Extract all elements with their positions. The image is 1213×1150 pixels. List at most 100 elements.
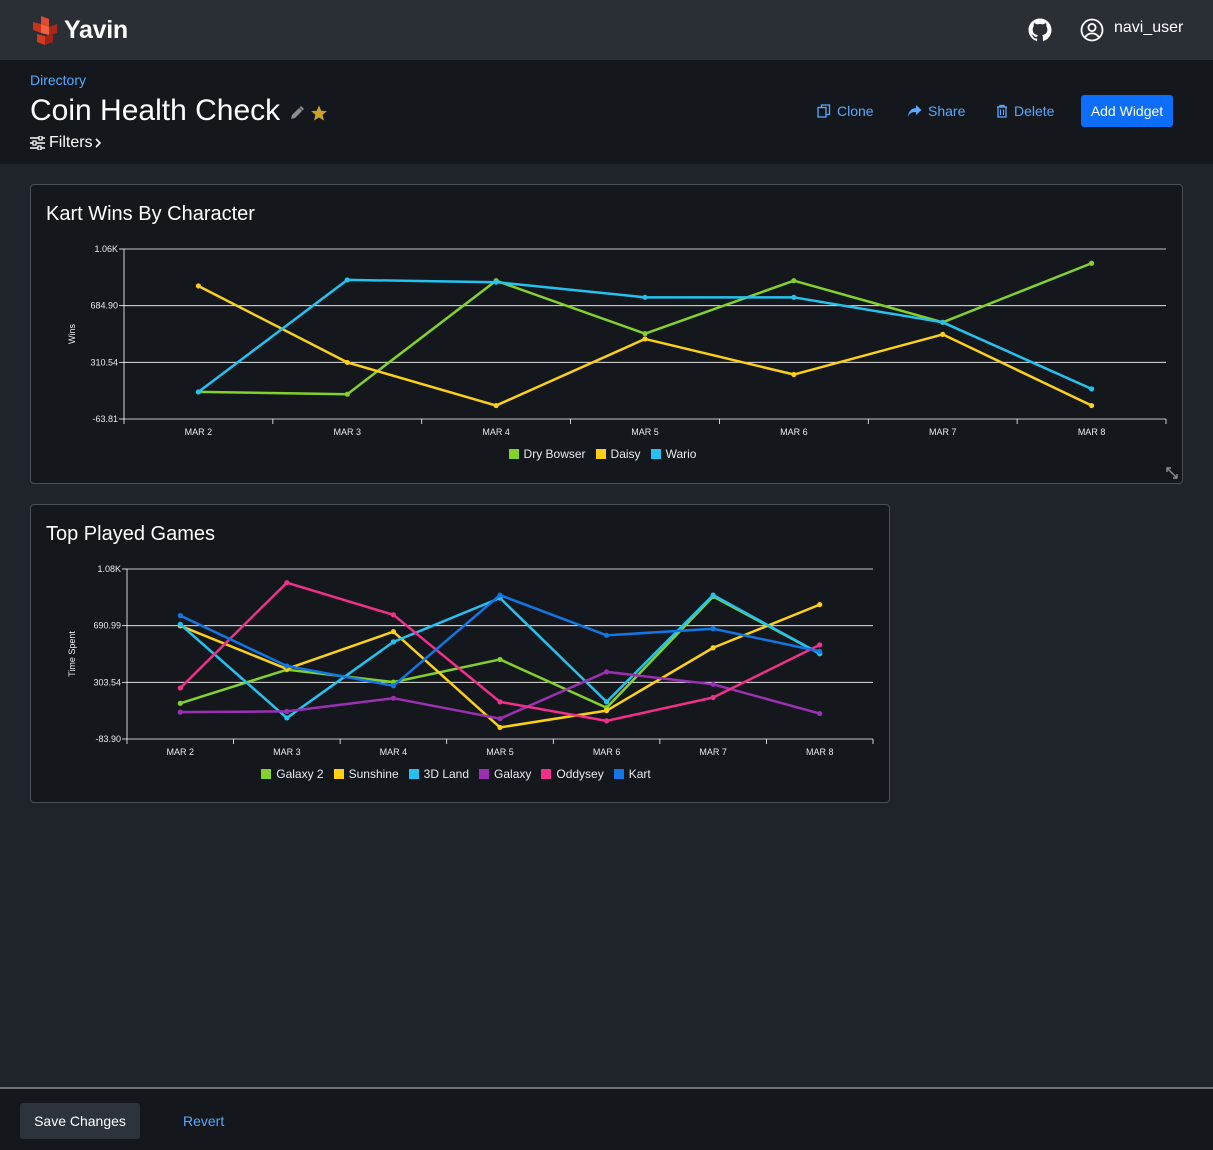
data-point[interactable] (497, 716, 503, 722)
data-point[interactable] (195, 283, 202, 289)
data-point[interactable] (284, 715, 290, 721)
app-name: Yavin (64, 15, 128, 44)
data-point[interactable] (603, 632, 610, 638)
resize-icon[interactable] (1166, 467, 1178, 479)
x-tick-label: MAR 2 (167, 747, 195, 757)
legend-item[interactable]: Wario (650, 447, 696, 461)
data-point[interactable] (710, 592, 716, 598)
x-tick-label: MAR 8 (806, 747, 834, 757)
data-point[interactable] (390, 629, 397, 635)
y-tick-label: 1.06K (94, 244, 118, 254)
filters-label: Filters (49, 134, 93, 151)
data-point[interactable] (940, 331, 946, 338)
kart-wins-chart: 1.06K 684.90 310.54 -63.81 MAR 2 MAR 3 MAR 4 MA… (67, 244, 1167, 437)
star-icon[interactable] (310, 104, 328, 122)
data-point[interactable] (710, 645, 716, 651)
data-point[interactable] (603, 669, 610, 675)
x-tick-label: MAR 7 (699, 747, 727, 757)
data-point[interactable] (195, 389, 202, 395)
data-point[interactable] (177, 685, 183, 691)
legend-item[interactable]: Dry Bowser (508, 447, 586, 461)
data-point[interactable] (817, 648, 823, 655)
data-point[interactable] (493, 402, 499, 409)
dashboard-header: Directory Coin Health Check Filters Clon… (0, 60, 1213, 164)
github-icon[interactable] (1028, 18, 1052, 42)
x-tick-label: MAR 3 (273, 747, 301, 757)
data-point[interactable] (603, 708, 610, 714)
delete-button[interactable]: Delete (996, 103, 1054, 119)
legend-item[interactable]: Sunshine (333, 767, 399, 781)
clone-button[interactable]: Clone (817, 103, 874, 119)
top-played-games-widget[interactable]: Top Played Games 1.08K 690.99 303.54 -83.90… (30, 504, 890, 803)
data-point[interactable] (1088, 386, 1095, 392)
data-point[interactable] (344, 359, 350, 366)
data-point[interactable] (642, 294, 648, 300)
widget-title: Top Played Games (46, 523, 215, 545)
x-tick-label: MAR 7 (929, 427, 957, 437)
breadcrumb[interactable]: Directory (30, 72, 87, 88)
revert-button[interactable]: Revert (183, 1113, 225, 1129)
kart-wins-widget[interactable]: Kart Wins By Character 1.06K 684.90 310.54… (30, 184, 1183, 484)
legend-label: Daisy (610, 447, 641, 461)
page-title: Coin Health Check (30, 94, 281, 127)
legend-item[interactable]: Daisy (595, 447, 641, 461)
data-point[interactable] (390, 683, 397, 689)
legend-item[interactable]: Galaxy (479, 767, 531, 781)
data-point[interactable] (284, 663, 290, 669)
data-point[interactable] (817, 642, 823, 648)
data-point[interactable] (177, 612, 183, 619)
data-point[interactable] (497, 592, 503, 598)
data-point[interactable] (817, 602, 823, 608)
series-line[interactable] (197, 284, 1093, 407)
user-menu[interactable]: navi_user (1114, 19, 1184, 36)
data-point[interactable] (1088, 402, 1095, 409)
data-point[interactable] (284, 580, 290, 586)
data-point[interactable] (177, 709, 183, 715)
data-point[interactable] (817, 710, 823, 717)
share-button[interactable]: Share (907, 103, 965, 119)
data-point[interactable] (493, 279, 499, 285)
filters-toggle[interactable]: Filters (30, 134, 107, 152)
widget-title: Kart Wins By Character (46, 203, 255, 225)
data-point[interactable] (603, 699, 610, 705)
legend-item[interactable]: 3D Land (408, 767, 469, 781)
data-point[interactable] (390, 612, 397, 618)
pencil-icon[interactable] (289, 105, 305, 121)
data-point[interactable] (940, 319, 946, 325)
app-logo[interactable]: Yavin (30, 14, 128, 46)
data-point[interactable] (791, 278, 797, 284)
legend-swatch (650, 449, 661, 459)
data-point[interactable] (177, 700, 183, 706)
save-changes-button[interactable]: Save Changes (20, 1103, 140, 1139)
data-point[interactable] (497, 699, 503, 705)
legend-item[interactable]: Galaxy 2 (261, 767, 324, 781)
user-circle-icon[interactable] (1080, 18, 1104, 42)
data-point[interactable] (497, 656, 503, 663)
data-point[interactable] (710, 694, 716, 701)
data-point[interactable] (642, 336, 648, 342)
data-point[interactable] (497, 724, 503, 731)
data-point[interactable] (284, 708, 290, 714)
data-point[interactable] (1088, 260, 1095, 266)
data-point[interactable] (603, 718, 610, 724)
legend-label: Oddysey (556, 767, 604, 781)
y-axis-label: Wins (67, 324, 77, 344)
data-point[interactable] (791, 371, 797, 378)
x-tick-label: MAR 4 (482, 427, 510, 437)
data-point[interactable] (344, 277, 350, 283)
data-point[interactable] (710, 626, 716, 632)
data-point[interactable] (177, 621, 183, 627)
data-point[interactable] (642, 331, 648, 337)
legend-swatch (595, 449, 606, 459)
series-line[interactable] (180, 670, 821, 720)
data-point[interactable] (791, 294, 797, 300)
copy-icon (817, 104, 831, 118)
legend-item[interactable]: Oddysey (541, 767, 604, 781)
data-point[interactable] (710, 681, 716, 687)
data-point[interactable] (390, 695, 397, 701)
add-widget-button[interactable]: Add Widget (1081, 95, 1173, 127)
legend-item[interactable]: Kart (613, 767, 651, 781)
legend-label: Galaxy (494, 767, 532, 781)
data-point[interactable] (390, 639, 397, 645)
data-point[interactable] (344, 391, 350, 397)
